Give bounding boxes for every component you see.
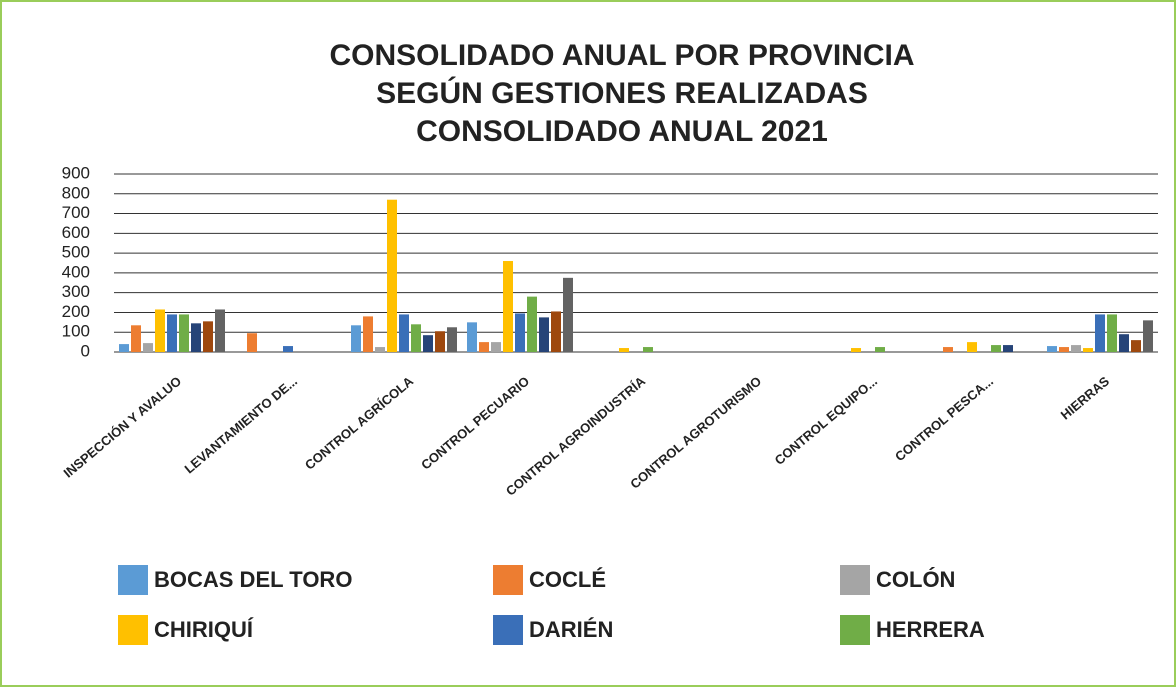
legend-swatch [493, 565, 523, 595]
bar [491, 342, 501, 352]
bar [643, 347, 653, 352]
bar [539, 317, 549, 352]
legend-label: CHIRIQUÍ [154, 617, 254, 642]
y-tick-label: 300 [62, 282, 90, 301]
chart-title: CONSOLIDADO ANUAL 2021 [416, 115, 828, 148]
legend-label: HERRERA [876, 617, 985, 642]
y-tick-label: 700 [62, 203, 90, 222]
bar [1003, 345, 1013, 352]
legend-label: DARIÉN [529, 617, 613, 642]
bar [851, 348, 861, 352]
bar [143, 343, 153, 352]
y-tick-label: 800 [62, 183, 90, 202]
legend-swatch [840, 615, 870, 645]
bar [527, 296, 537, 352]
legend-swatch [493, 615, 523, 645]
legend-label: BOCAS DEL TORO [154, 567, 352, 592]
bar [619, 348, 629, 352]
y-tick-label: 900 [62, 163, 90, 182]
legend-swatch [118, 565, 148, 595]
bar [875, 347, 885, 352]
y-tick-label: 600 [62, 223, 90, 242]
bar [991, 345, 1001, 352]
bar [1143, 320, 1153, 352]
bar [399, 314, 409, 352]
bar [467, 322, 477, 352]
bar [387, 199, 397, 352]
chart-title: SEGÚN GESTIONES REALIZADAS [376, 76, 868, 110]
bar [943, 347, 953, 352]
bar [179, 314, 189, 352]
bar [119, 344, 129, 352]
legend-label: COLÓN [876, 567, 955, 592]
chart-title: CONSOLIDADO ANUAL POR PROVINCIA [329, 39, 914, 72]
bar [1131, 340, 1141, 352]
legend-swatch [840, 565, 870, 595]
bar [411, 324, 421, 352]
bar [447, 327, 457, 352]
y-tick-label: 100 [62, 322, 90, 341]
bar [1095, 314, 1105, 352]
bar [515, 313, 525, 352]
y-tick-label: 200 [62, 302, 90, 321]
legend-label: COCLÉ [529, 567, 606, 592]
bar [375, 347, 385, 352]
y-tick-label: 400 [62, 262, 90, 281]
bar [203, 321, 213, 352]
bar [247, 333, 257, 352]
bar [283, 346, 293, 352]
bar [131, 325, 141, 352]
bar [503, 261, 513, 352]
bar [363, 316, 373, 352]
legend-swatch [118, 615, 148, 645]
bar [563, 277, 573, 352]
bar [191, 323, 201, 352]
bar [215, 309, 225, 352]
bar [1083, 348, 1093, 352]
bar [551, 311, 561, 352]
bar [423, 335, 433, 352]
y-tick-label: 500 [62, 243, 90, 262]
bar [1047, 346, 1057, 352]
bar [1107, 314, 1117, 352]
y-tick-label: 0 [81, 341, 90, 360]
bar [155, 309, 165, 352]
bar [351, 325, 361, 352]
bar [1119, 334, 1129, 352]
bar [1071, 345, 1081, 352]
bar [167, 314, 177, 352]
bar [967, 342, 977, 352]
bar [435, 331, 445, 352]
bar [479, 342, 489, 352]
bar [1059, 347, 1069, 352]
